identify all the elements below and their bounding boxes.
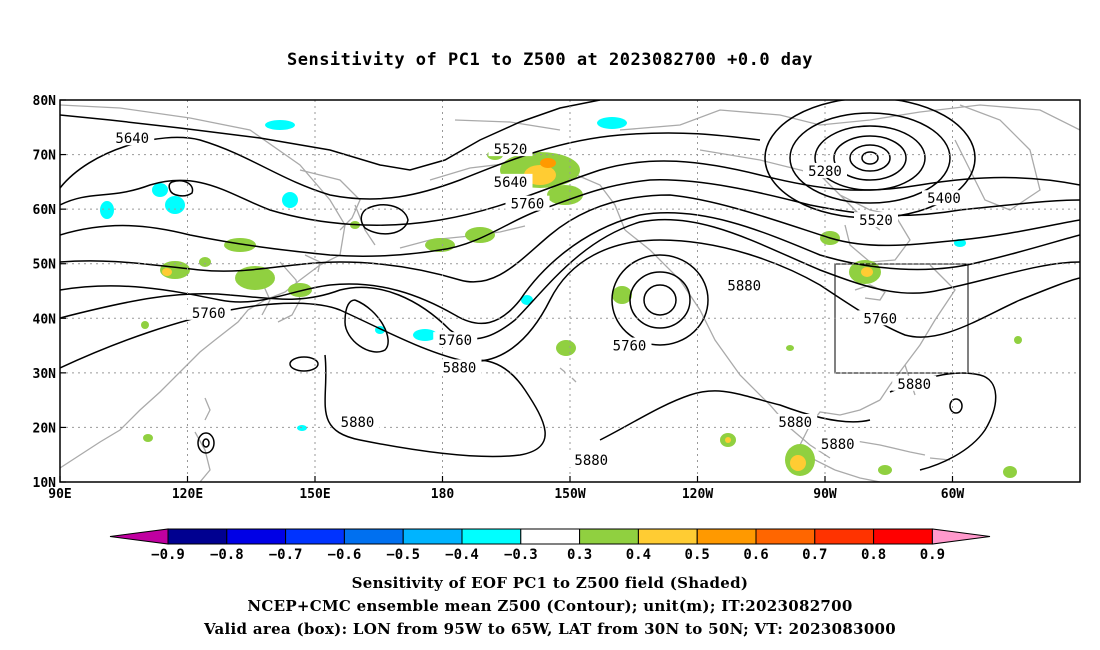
contour-label-bg <box>922 190 966 206</box>
contour-label-bg <box>569 452 614 468</box>
colorbar-segment <box>343 528 404 545</box>
colorbar-label: −0.4 <box>445 547 479 563</box>
lat-tick-label: 60N <box>33 203 57 218</box>
colorbar-segment <box>226 528 287 545</box>
colorbar-segment <box>520 528 581 545</box>
colorbar-segment <box>285 528 345 545</box>
contour-label-bg <box>892 375 937 391</box>
contour-label: 5880 <box>778 415 812 431</box>
lat-tick-label: 40N <box>33 312 57 327</box>
contour-label: 5760 <box>863 311 897 327</box>
lon-tick-label: 150E <box>299 487 330 502</box>
colorbar-label: 0.3 <box>567 547 592 563</box>
contour-label: 5640 <box>494 175 528 191</box>
colorbar-segment <box>696 528 757 545</box>
colorbar-segment <box>873 528 933 545</box>
colorbar: −0.9 −0.8 −0.7 −0.6 −0.5 −0.4 −0.3 0.3 0.4 0.5 0.6… <box>109 528 991 563</box>
colorbar-label: −0.3 <box>504 547 538 563</box>
contour-label: 5880 <box>821 437 855 453</box>
contour-label: 5880 <box>341 415 375 431</box>
sensitivity-shading <box>100 117 1022 478</box>
contour-label-bg <box>815 435 860 451</box>
contour-label: 5520 <box>494 142 528 158</box>
colorbar-segment <box>755 528 816 545</box>
contour-label: 5880 <box>897 377 931 393</box>
contour-label-bg <box>488 173 533 189</box>
contour-label: 5760 <box>613 339 647 355</box>
contour-labels: 5640 5520 5640 5760 5280 5400 5520 5760 5760 5880… <box>110 130 966 469</box>
contour-label: 5880 <box>443 360 477 376</box>
contour-label-bg <box>110 130 155 146</box>
contour-label: 5520 <box>859 213 893 229</box>
colorbar-label: 0.5 <box>685 547 710 563</box>
caption-shaded: Sensitivity of EOF PC1 to Z500 field (Sh… <box>351 574 749 592</box>
colorbar-label: −0.8 <box>210 547 244 563</box>
lon-tick-label: 120W <box>682 487 713 502</box>
contour-label: 5880 <box>574 453 608 469</box>
lat-tick-label: 10N <box>33 476 57 491</box>
contour-label-bg <box>505 195 550 211</box>
contour-label: 5640 <box>115 131 149 147</box>
colorbar-segment <box>402 528 463 545</box>
contour-label: 5280 <box>808 164 842 180</box>
contour-label-bg <box>722 277 767 293</box>
colorbar-segment <box>579 528 639 545</box>
map-frame <box>59 99 1081 483</box>
colorbar-label: −0.7 <box>269 547 303 563</box>
colorbar-label: 0.8 <box>861 547 886 563</box>
lon-tick-label: 60W <box>941 487 965 502</box>
lon-tick-label: 150W <box>554 487 585 502</box>
lon-tick-label: 120E <box>172 487 203 502</box>
lat-tick-label: 20N <box>33 421 57 436</box>
lon-tick-label: 90W <box>813 487 837 502</box>
contour-label-bg <box>186 304 231 320</box>
colorbar-low-end <box>109 528 169 545</box>
colorbar-label: −0.9 <box>151 547 185 563</box>
contour-label: 5880 <box>727 279 761 295</box>
z500-contours <box>60 100 1080 471</box>
contour-label-bg <box>803 162 847 178</box>
lat-tick-label: 70N <box>33 149 57 164</box>
lat-tick-label: 80N <box>33 94 57 109</box>
colorbar-label: 0.7 <box>802 547 827 563</box>
contour-label-bg <box>607 337 652 353</box>
colorbar-segment <box>167 528 228 545</box>
colorbar-label: 0.6 <box>743 547 768 563</box>
contour-label-bg <box>488 141 533 157</box>
colorbar-label: 0.4 <box>626 547 651 563</box>
contour-label-bg <box>433 332 478 348</box>
lon-tick-label: 90E <box>48 487 71 502</box>
contour-label-bg <box>335 413 380 429</box>
graticule <box>59 100 1080 482</box>
contour-label: 5760 <box>438 333 472 349</box>
contour-label-bg <box>854 212 898 228</box>
caption-valid-area: Valid area (box): LON from 95W to 65W, L… <box>203 620 897 638</box>
colorbar-segment <box>814 528 875 545</box>
lat-tick-label: 50N <box>33 258 57 273</box>
contour-label: 5760 <box>192 306 226 322</box>
colorbar-label: 0.9 <box>920 547 945 563</box>
contour-label: 5760 <box>511 197 545 213</box>
contour-label-bg <box>437 359 482 375</box>
colorbar-segment <box>637 528 698 545</box>
contour-label-bg <box>858 310 903 326</box>
colorbar-segment <box>461 528 522 545</box>
contour-label: 5400 <box>927 191 961 207</box>
lat-tick-label: 30N <box>33 367 57 382</box>
colorbar-label: −0.6 <box>328 547 362 563</box>
colorbar-label: −0.5 <box>386 547 420 563</box>
lon-tick-label: 180 <box>431 487 455 502</box>
contour-label-bg <box>773 413 818 429</box>
caption-contour: NCEP+CMC ensemble mean Z500 (Contour); u… <box>247 597 853 615</box>
colorbar-high-end <box>931 528 991 545</box>
map-title: Sensitivity of PC1 to Z500 at 2023082700… <box>286 50 813 70</box>
